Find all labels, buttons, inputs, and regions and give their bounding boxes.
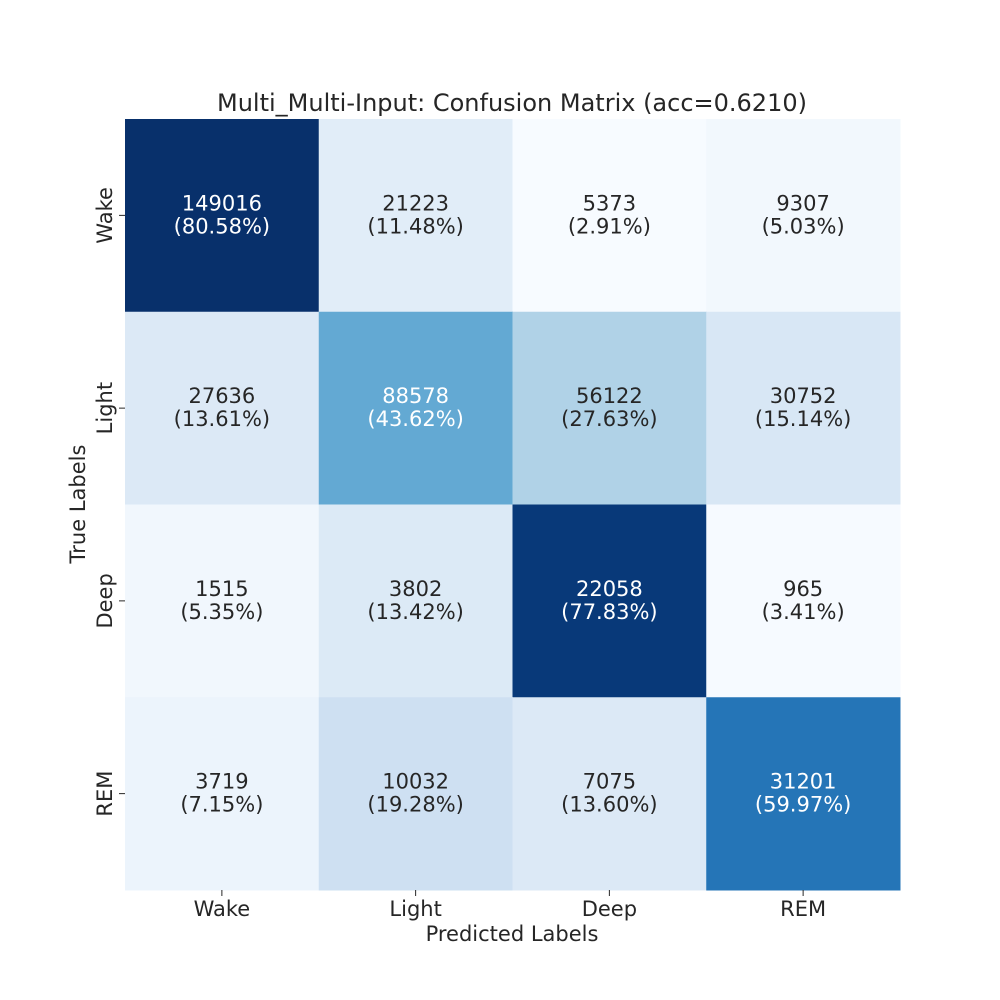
heatmap-cell bbox=[706, 311, 901, 505]
heatmap-cell bbox=[318, 504, 513, 698]
cell-percent-label: (2.91%) bbox=[568, 214, 651, 238]
y-tick-label: Deep bbox=[93, 573, 117, 628]
heatmap-cell bbox=[512, 697, 707, 891]
heatmap-cell-labels: 149016(80.58%) 21223(11.48%) 5373(2.91%) 93… bbox=[174, 191, 852, 816]
cell-percent-label: (13.61%) bbox=[174, 407, 270, 431]
cell-count-label: 7075 bbox=[583, 770, 636, 794]
cell-percent-label: (77.83%) bbox=[561, 600, 657, 624]
cell-count-label: 149016 bbox=[182, 191, 262, 215]
cell-percent-label: (7.15%) bbox=[180, 793, 263, 817]
cell-count-label: 10032 bbox=[382, 770, 449, 794]
heatmap-cell bbox=[706, 697, 901, 891]
cell-percent-label: (11.48%) bbox=[367, 214, 463, 238]
heatmap-cell bbox=[706, 504, 901, 698]
y-tick-label: REM bbox=[93, 771, 117, 817]
heatmap-cell bbox=[125, 311, 320, 505]
cell-count-label: 27636 bbox=[188, 384, 255, 408]
heatmap-cell bbox=[512, 119, 707, 313]
heatmap-cells bbox=[125, 119, 901, 891]
cell-count-label: 21223 bbox=[382, 191, 449, 215]
cell-percent-label: (5.03%) bbox=[762, 214, 845, 238]
heatmap-cell bbox=[125, 119, 320, 313]
cell-count-label: 965 bbox=[783, 577, 823, 601]
heatmap-cell bbox=[512, 504, 707, 698]
cell-percent-label: (80.58%) bbox=[174, 214, 270, 238]
y-tick-label: Wake bbox=[93, 187, 117, 244]
cell-count-label: 1515 bbox=[195, 577, 248, 601]
cell-percent-label: (27.63%) bbox=[561, 407, 657, 431]
cell-count-label: 5373 bbox=[583, 191, 636, 215]
cell-percent-label: (3.41%) bbox=[762, 600, 845, 624]
cell-count-label: 31201 bbox=[770, 770, 837, 794]
x-tick-label: Wake bbox=[194, 897, 251, 921]
cell-count-label: 22058 bbox=[576, 577, 643, 601]
cell-percent-label: (59.97%) bbox=[755, 793, 851, 817]
x-axis: Wake Light Deep REM bbox=[194, 890, 826, 921]
x-tick-label: REM bbox=[780, 897, 826, 921]
x-axis-label: Predicted Labels bbox=[426, 922, 599, 946]
cell-percent-label: (13.60%) bbox=[561, 793, 657, 817]
cell-percent-label: (19.28%) bbox=[367, 793, 463, 817]
cell-count-label: 3719 bbox=[195, 770, 248, 794]
x-tick-label: Light bbox=[389, 897, 441, 921]
cell-percent-label: (5.35%) bbox=[180, 600, 263, 624]
cell-percent-label: (43.62%) bbox=[367, 407, 463, 431]
heatmap-cell bbox=[512, 311, 707, 505]
heatmap-cell bbox=[706, 119, 901, 313]
x-tick-label: Deep bbox=[582, 897, 637, 921]
heatmap-cell bbox=[318, 311, 513, 505]
cell-count-label: 30752 bbox=[770, 384, 837, 408]
chart-title: Multi_Multi-Input: Confusion Matrix (acc… bbox=[217, 89, 807, 117]
heatmap-cell bbox=[318, 697, 513, 891]
y-tick-label: Light bbox=[93, 382, 117, 434]
cell-count-label: 88578 bbox=[382, 384, 449, 408]
cell-count-label: 9307 bbox=[776, 191, 829, 215]
cell-percent-label: (15.14%) bbox=[755, 407, 851, 431]
cell-count-label: 56122 bbox=[576, 384, 643, 408]
y-axis: Wake Light Deep REM bbox=[93, 187, 125, 817]
y-axis-label: True Labels bbox=[66, 445, 90, 565]
cell-count-label: 3802 bbox=[389, 577, 442, 601]
heatmap-cell bbox=[125, 697, 320, 891]
heatmap-cell bbox=[318, 119, 513, 313]
heatmap-cell bbox=[125, 504, 320, 698]
cell-percent-label: (13.42%) bbox=[367, 600, 463, 624]
